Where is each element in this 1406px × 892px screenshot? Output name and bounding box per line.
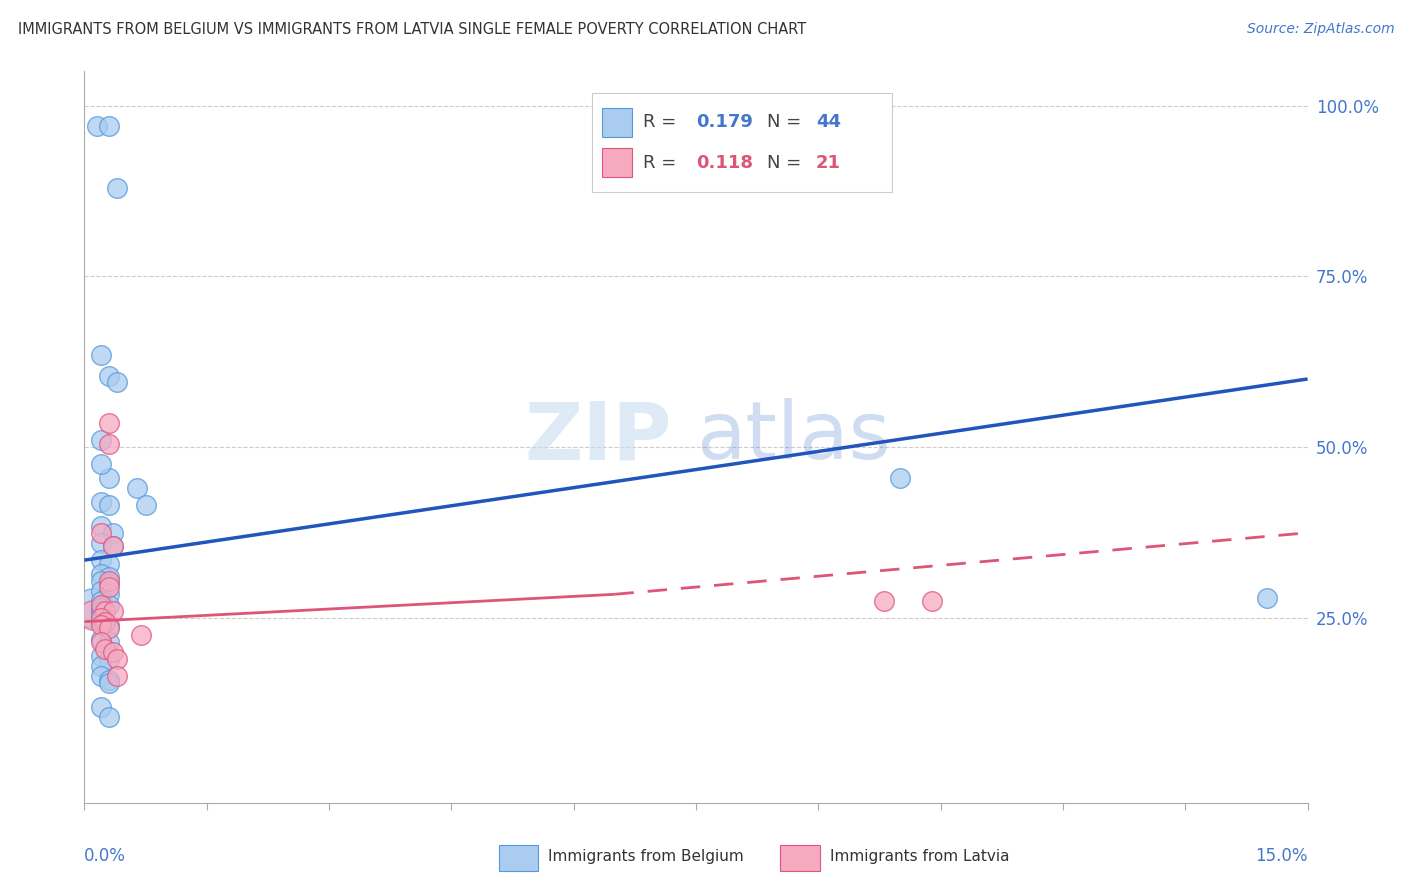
Point	[1256, 591, 1278, 605]
Point	[93, 604, 117, 618]
Point	[101, 645, 124, 659]
Point	[101, 604, 124, 618]
Point	[90, 700, 112, 714]
Point	[90, 519, 112, 533]
Point	[97, 437, 120, 451]
Text: ZIP: ZIP	[524, 398, 672, 476]
Point	[97, 417, 120, 431]
Point	[872, 594, 894, 608]
Point	[105, 376, 128, 390]
Point	[82, 607, 104, 622]
Text: IMMIGRANTS FROM BELGIUM VS IMMIGRANTS FROM LATVIA SINGLE FEMALE POVERTY CORRELAT: IMMIGRANTS FROM BELGIUM VS IMMIGRANTS FR…	[18, 22, 807, 37]
Point	[90, 615, 112, 629]
Point	[97, 574, 120, 588]
Point	[82, 601, 104, 615]
Text: Immigrants from Belgium: Immigrants from Belgium	[548, 849, 744, 863]
Point	[90, 669, 112, 683]
Point	[90, 583, 112, 598]
Point	[97, 119, 120, 133]
Point	[90, 566, 112, 581]
Point	[97, 570, 120, 584]
Text: 15.0%: 15.0%	[1256, 847, 1308, 864]
Point	[97, 652, 120, 666]
Point	[97, 581, 120, 595]
Text: Source: ZipAtlas.com: Source: ZipAtlas.com	[1247, 22, 1395, 37]
Text: R =: R =	[644, 153, 682, 172]
Point	[97, 635, 120, 649]
Point	[90, 495, 112, 509]
Point	[97, 676, 120, 690]
Point	[101, 540, 124, 554]
Text: N =: N =	[766, 153, 807, 172]
Point	[90, 553, 112, 567]
Point	[889, 471, 911, 485]
Point	[97, 673, 120, 687]
Point	[97, 577, 120, 591]
Point	[127, 481, 149, 495]
Point	[90, 536, 112, 550]
Text: atlas: atlas	[696, 398, 890, 476]
Point	[90, 598, 112, 612]
Point	[90, 434, 112, 448]
Point	[90, 594, 112, 608]
FancyBboxPatch shape	[602, 148, 633, 178]
Point	[135, 499, 157, 513]
Point	[97, 618, 120, 632]
FancyBboxPatch shape	[592, 94, 891, 192]
Point	[90, 611, 112, 625]
Point	[97, 710, 120, 724]
Text: 0.118: 0.118	[696, 153, 754, 172]
Point	[90, 601, 112, 615]
Point	[97, 598, 120, 612]
Point	[131, 628, 153, 642]
Text: 0.179: 0.179	[696, 112, 752, 131]
Point	[101, 540, 124, 554]
Point	[90, 348, 112, 362]
Point	[97, 368, 120, 383]
Text: 0.0%: 0.0%	[84, 847, 127, 864]
Point	[90, 632, 112, 646]
Point	[90, 458, 112, 472]
Point	[97, 557, 120, 571]
Point	[90, 604, 112, 618]
Text: N =: N =	[766, 112, 807, 131]
Point	[86, 119, 108, 133]
Point	[93, 615, 117, 629]
Point	[90, 648, 112, 663]
Point	[90, 525, 112, 540]
Point	[105, 652, 128, 666]
Point	[97, 622, 120, 636]
Text: 21: 21	[815, 153, 841, 172]
Point	[90, 618, 112, 632]
Point	[101, 525, 124, 540]
Text: R =: R =	[644, 112, 682, 131]
Point	[93, 642, 117, 657]
Point	[90, 607, 112, 622]
Text: 44: 44	[815, 112, 841, 131]
Point	[90, 659, 112, 673]
Point	[90, 574, 112, 588]
FancyBboxPatch shape	[602, 108, 633, 137]
Point	[97, 499, 120, 513]
Point	[90, 635, 112, 649]
Point	[97, 587, 120, 601]
Text: Immigrants from Latvia: Immigrants from Latvia	[830, 849, 1010, 863]
Point	[921, 594, 943, 608]
Point	[97, 471, 120, 485]
Point	[105, 669, 128, 683]
Point	[105, 180, 128, 194]
